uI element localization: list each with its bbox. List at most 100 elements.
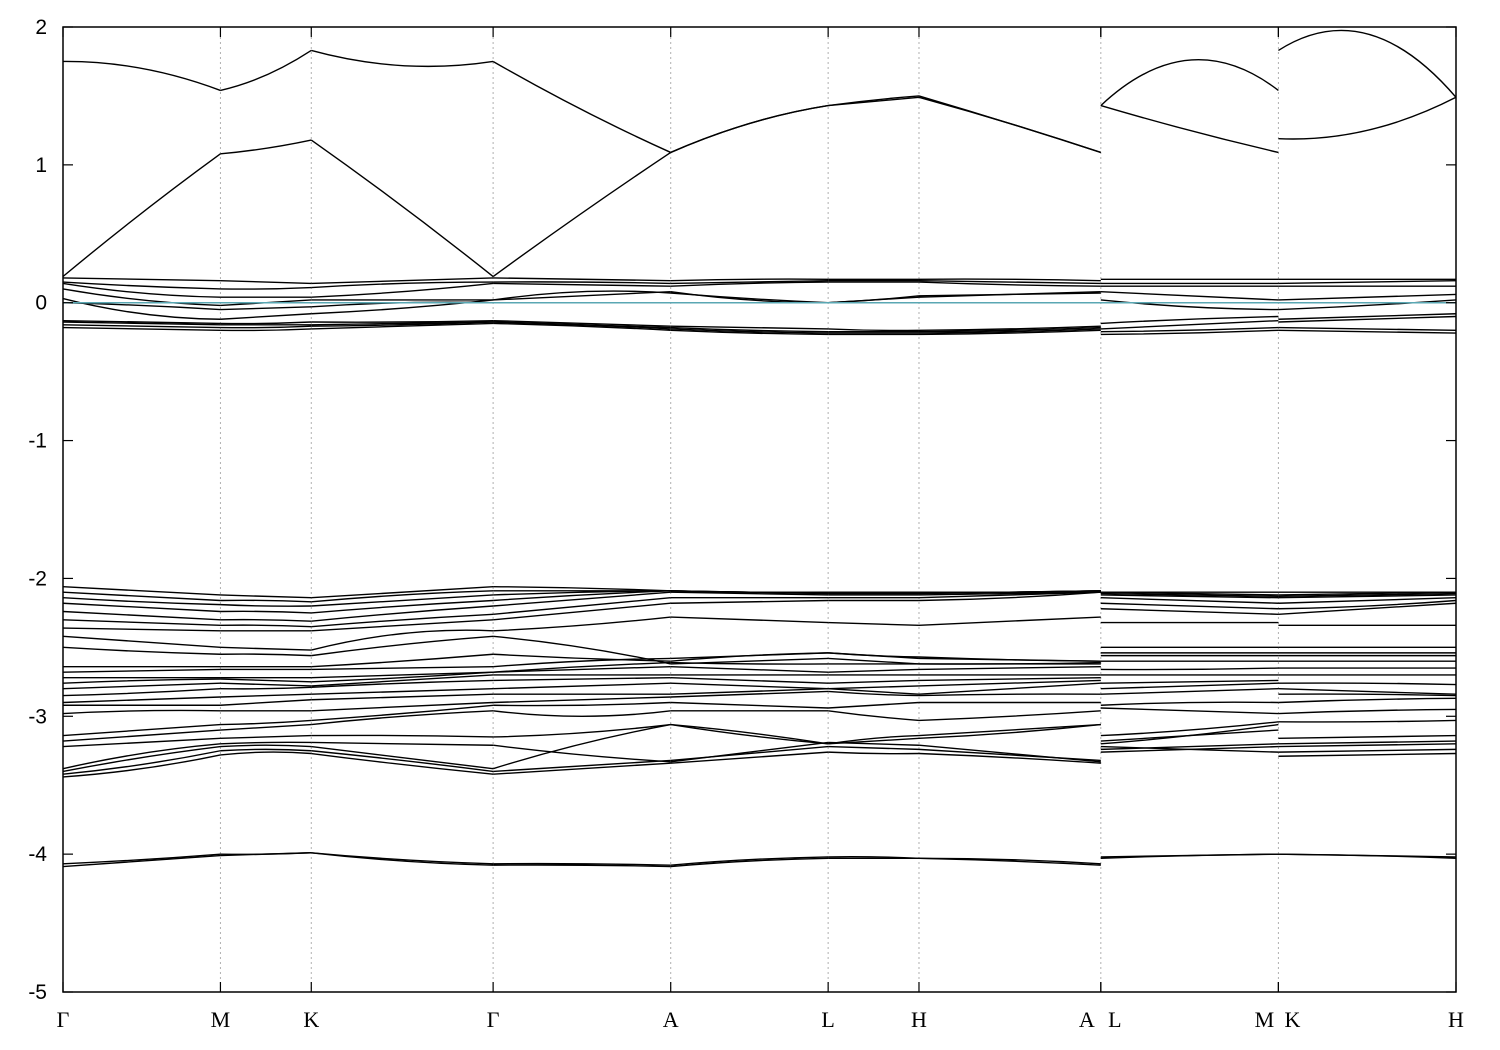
band-line-seg4-b19: [670, 616, 829, 624]
band-line-seg2-b18: [311, 635, 494, 657]
band-line-seg3-b27: [493, 322, 671, 331]
band-line-seg0-b19: [62, 635, 221, 649]
band-line-seg2-b12: [311, 679, 494, 689]
y-tick-label: 2: [35, 16, 47, 39]
band-line-seg8-b37: [1278, 96, 1457, 140]
band-line-seg0-b7: [62, 729, 221, 742]
band-line-seg2-b10: [311, 693, 494, 701]
band-line-seg5-b5: [828, 741, 920, 746]
band-line-seg8-b10: [1278, 693, 1457, 697]
band-line-seg1-b4: [220, 744, 312, 748]
band-line-seg1-b19: [220, 646, 312, 651]
band-line-seg3-b29: [493, 321, 671, 329]
band-line-seg5-b18: [828, 657, 920, 665]
band-line-seg5-b38: [828, 95, 920, 107]
band-line-seg5-b8: [828, 701, 920, 709]
band-line-seg7-b33: [1100, 290, 1279, 301]
band-line-seg1-b8: [220, 719, 312, 726]
band-line-seg1-b18: [220, 653, 312, 657]
band-line-seg4-b3: [670, 745, 829, 762]
band-line-seg2-b15: [311, 671, 494, 679]
band-line-seg3-b20: [493, 602, 671, 621]
band-line-seg6-b3: [918, 748, 1101, 762]
y-tick-label: -5: [28, 981, 47, 1004]
band-line-seg4-b4: [670, 723, 829, 745]
band-line-seg0-b21: [62, 619, 221, 626]
band-line-seg3-b21: [493, 597, 671, 615]
band-line-seg6-b12: [918, 676, 1101, 682]
band-line-seg1-b10: [220, 699, 312, 706]
band-line-seg8-b22: [1278, 597, 1457, 604]
band-line-seg2-b9: [311, 701, 494, 712]
band-line-seg8-b9: [1278, 697, 1457, 704]
band-line-seg3-b34: [493, 282, 671, 287]
band-line-seg2-b3: [311, 750, 494, 773]
band-line-seg8-b7: [1278, 719, 1457, 723]
band-line-seg7-b1: [1100, 853, 1279, 858]
band-line-seg0-b11: [62, 696, 221, 704]
band-line-seg2-b5: [311, 741, 494, 746]
band-line-seg1-b30: [220, 321, 312, 325]
band-line-seg3-b14: [493, 665, 671, 673]
kpoint-label: M: [1255, 1007, 1275, 1032]
band-line-seg2-b20: [311, 619, 494, 632]
band-line-seg3-b18: [493, 635, 671, 665]
band-line-seg2-b7: [311, 710, 494, 726]
band-line-seg6-b17: [918, 656, 1101, 662]
band-line-seg4-b27: [670, 329, 829, 336]
band-line-seg2-b25: [311, 590, 494, 603]
band-line-seg2-b26: [311, 586, 494, 599]
band-line-seg7-b11: [1100, 682, 1279, 690]
band-line-seg2-b4: [311, 745, 494, 770]
band-line-seg6-b35: [918, 279, 1101, 285]
band-line-seg3-b2: [493, 762, 671, 775]
band-line-seg4-b26: [670, 590, 829, 594]
band-line-seg8-b2: [1278, 752, 1457, 757]
band-line-seg8-b4: [1278, 743, 1457, 748]
band-line-seg7-b31: [1100, 299, 1279, 311]
band-line-seg4-b1: [670, 856, 829, 866]
kpoint-label: M: [211, 1007, 231, 1032]
band-line-seg0-b6: [62, 737, 221, 748]
band-line-seg2-b27: [311, 322, 494, 330]
band-line-seg2-b8: [311, 704, 494, 722]
band-line-seg2-b36: [311, 277, 494, 285]
band-line-seg8-b11: [1278, 688, 1457, 695]
band-line-seg4-b2: [670, 751, 829, 764]
band-line-seg2-b13: [311, 674, 494, 687]
band-line-seg1-b3: [220, 748, 312, 752]
band-line-seg0-b5: [62, 743, 221, 770]
band-line-seg4-b6: [670, 723, 829, 745]
band-line-seg5-b6: [828, 734, 920, 745]
band-line-seg0-b22: [62, 610, 221, 621]
kpoint-label: Γ: [487, 1007, 500, 1032]
kpoint-label: Γ: [57, 1007, 70, 1032]
band-line-seg7-b27: [1100, 329, 1279, 336]
band-line-seg7-b5: [1100, 745, 1279, 753]
band-line-seg8-b6: [1278, 734, 1457, 740]
band-line-seg4-b12: [670, 676, 829, 684]
band-line-seg6-b1: [918, 857, 1101, 865]
kpoint-label: L: [1108, 1007, 1121, 1032]
band-line-seg3-b3: [493, 759, 671, 773]
band-line-seg3-b35: [493, 281, 671, 285]
band-line-seg0-b26: [62, 586, 221, 596]
band-line-seg0-b1: [62, 853, 221, 865]
y-tick-label: -1: [28, 430, 47, 453]
band-line-seg1-b14: [220, 678, 312, 683]
kpoint-label: A: [663, 1007, 679, 1032]
band-line-seg5-b9: [828, 690, 919, 697]
band-line-seg3-b5: [493, 744, 671, 763]
band-line-seg0-b23: [62, 602, 221, 613]
band-line-seg0-b3: [62, 750, 221, 775]
band-line-seg0-b20: [62, 627, 221, 632]
band-line-seg5-b11: [828, 685, 920, 690]
band-line-seg0-b9: [62, 709, 221, 715]
band-line-seg6-b34: [918, 281, 1101, 287]
band-line-seg3-b12: [493, 676, 671, 682]
band-line-seg5-b1: [828, 856, 920, 859]
band-line-seg3-b8: [493, 701, 671, 707]
band-line-seg2-b17: [311, 653, 494, 668]
